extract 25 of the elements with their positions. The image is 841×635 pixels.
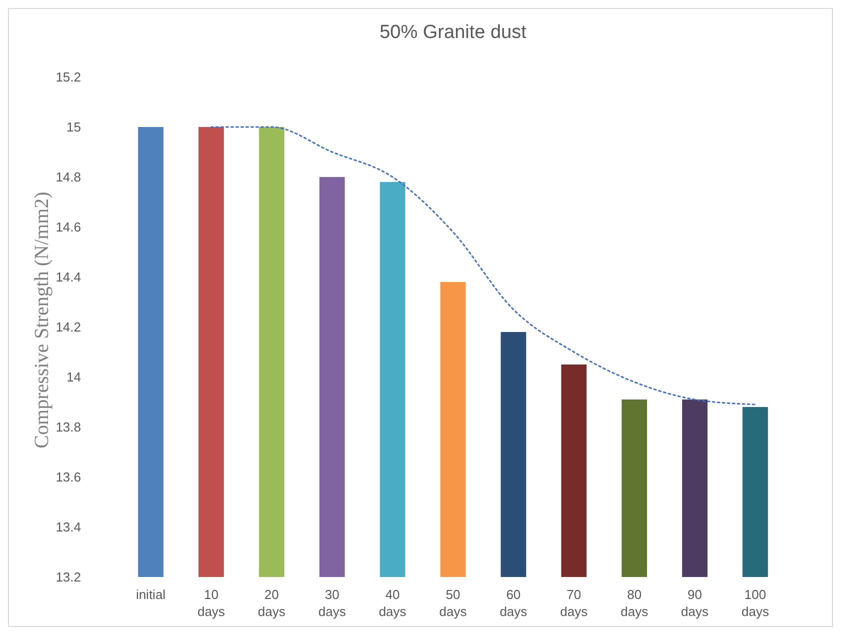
x-tick-label: 70 days (560, 587, 588, 619)
x-tick-label: 90 days (681, 587, 710, 619)
y-tick-label: 13.2 (56, 570, 81, 585)
x-tick-label: 20 days (258, 587, 286, 619)
x-tick-label: 50 days (439, 587, 468, 619)
y-tick-label: 13.8 (56, 420, 81, 435)
y-tick-label: 15.2 (56, 70, 81, 85)
y-tick-label: 14 (66, 370, 81, 385)
y-tick-label: 14.8 (56, 170, 81, 185)
x-tick-label: 100 days (742, 587, 770, 619)
y-tick-label: 13.4 (56, 520, 81, 535)
x-tick-label: 80 days (620, 587, 649, 619)
y-tick-label: 13.6 (56, 470, 81, 485)
x-tick-label: 60 days (500, 587, 528, 619)
x-tick-label: 40 days (378, 587, 407, 619)
line-series (210, 126, 756, 406)
chart-title: 50% Granite dust (380, 22, 528, 43)
y-axis-title: Compressive Strength (N/mm2) (31, 192, 53, 448)
y-tick-label: 14.2 (56, 320, 81, 335)
x-tick-label: initial (136, 587, 166, 602)
x-tick-label: 30 days (318, 587, 346, 619)
y-tick-label: 15 (66, 120, 81, 135)
x-tick-label: 10 days (197, 587, 226, 619)
y-tick-label: 14.6 (56, 220, 81, 235)
y-tick-label: 14.4 (56, 270, 81, 285)
